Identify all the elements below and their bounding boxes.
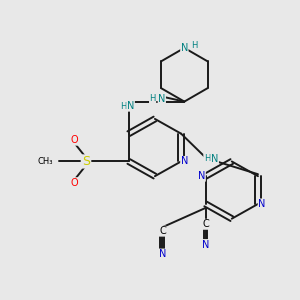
Text: C: C: [159, 226, 166, 236]
Text: C: C: [202, 219, 209, 229]
Text: H: H: [149, 94, 156, 103]
Text: N: N: [181, 43, 188, 53]
Text: H: H: [191, 41, 198, 50]
Text: O: O: [71, 135, 79, 145]
Text: N: N: [158, 94, 166, 104]
Text: N: N: [181, 157, 188, 166]
Text: N: N: [211, 154, 218, 164]
Text: N: N: [198, 171, 206, 181]
Text: N: N: [258, 199, 266, 209]
Text: H: H: [204, 154, 210, 163]
Text: S: S: [82, 155, 90, 168]
Text: N: N: [202, 239, 209, 250]
Text: CH₃: CH₃: [37, 157, 53, 166]
Text: H: H: [120, 102, 126, 111]
Text: O: O: [71, 178, 79, 188]
Text: N: N: [159, 249, 166, 259]
Text: N: N: [127, 101, 134, 111]
